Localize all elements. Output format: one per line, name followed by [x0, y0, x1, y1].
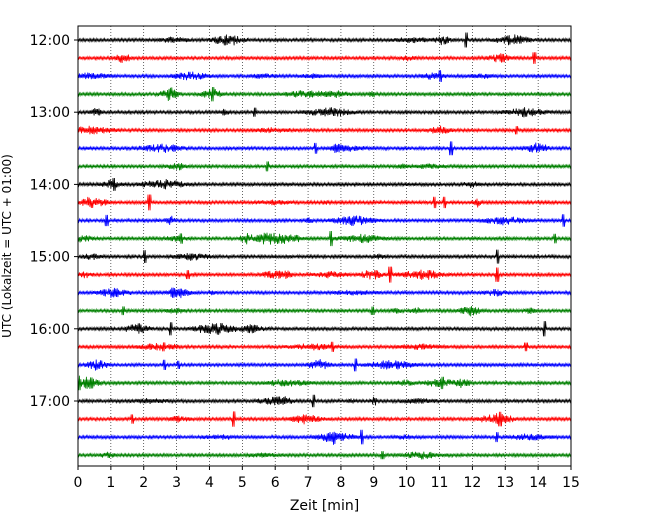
grid-layer [110, 26, 539, 466]
x-tick-label: 3 [172, 475, 181, 491]
x-tick-label: 15 [562, 475, 580, 491]
x-tick-label: 1 [106, 475, 115, 491]
x-tick-label: 13 [496, 475, 514, 491]
trace-1630 [77, 358, 572, 372]
x-tick-label: 9 [369, 475, 378, 491]
trace-1500 [77, 249, 572, 264]
trace-1515 [77, 266, 572, 283]
trace-1615 [77, 341, 572, 352]
x-tick-label: 11 [431, 475, 449, 491]
y-tick-label: 17:00 [30, 394, 70, 410]
trace-1530 [77, 287, 572, 299]
x-tick-label: 2 [139, 475, 148, 491]
trace-1700 [77, 394, 572, 408]
x-tick-label: 12 [463, 475, 481, 491]
trace-1545 [77, 305, 572, 317]
y-tick-label: 14:00 [30, 177, 70, 193]
x-tick-label: 4 [205, 475, 214, 491]
y-axis-label: UTC (Lokalzeit = UTC + 01:00) [0, 154, 14, 338]
trace-1215 [77, 52, 572, 64]
trace-1745 [77, 451, 572, 460]
y-tick-label: 15:00 [30, 250, 70, 266]
trace-1715 [77, 411, 572, 427]
trace-1645 [77, 375, 572, 391]
trace-1300 [77, 107, 572, 118]
x-tick-label: 10 [398, 475, 416, 491]
trace-layer [77, 32, 572, 460]
x-tick-label: 7 [304, 475, 313, 491]
x-tick-label: 8 [336, 475, 345, 491]
trace-1600 [77, 321, 572, 337]
trace-1445 [77, 230, 572, 247]
trace-1245 [77, 86, 572, 102]
x-axis-label: Zeit [min] [290, 498, 359, 514]
trace-1200 [77, 32, 572, 48]
trace-1430 [77, 214, 572, 227]
trace-1415 [77, 194, 572, 211]
trace-1730 [77, 429, 572, 445]
trace-1400 [77, 177, 572, 191]
y-tick-label: 16:00 [30, 322, 70, 338]
x-tick-label: 6 [271, 475, 280, 491]
x-tick-label: 14 [529, 475, 547, 491]
tick-layer: 0 1 2 3 4 5 6 7 8 9 10 11 12 13 14 1512:0013:0014:0015:… [30, 33, 580, 491]
trace-1315 [77, 125, 572, 135]
plot-frame [77, 25, 572, 467]
trace-1345 [77, 161, 572, 172]
x-tick-label: 5 [238, 475, 247, 491]
trace-1330 [77, 141, 572, 156]
x-tick-label: 0 [74, 475, 83, 491]
y-tick-label: 13:00 [30, 105, 70, 121]
y-tick-label: 12:00 [30, 33, 70, 49]
trace-1230 [77, 70, 572, 83]
